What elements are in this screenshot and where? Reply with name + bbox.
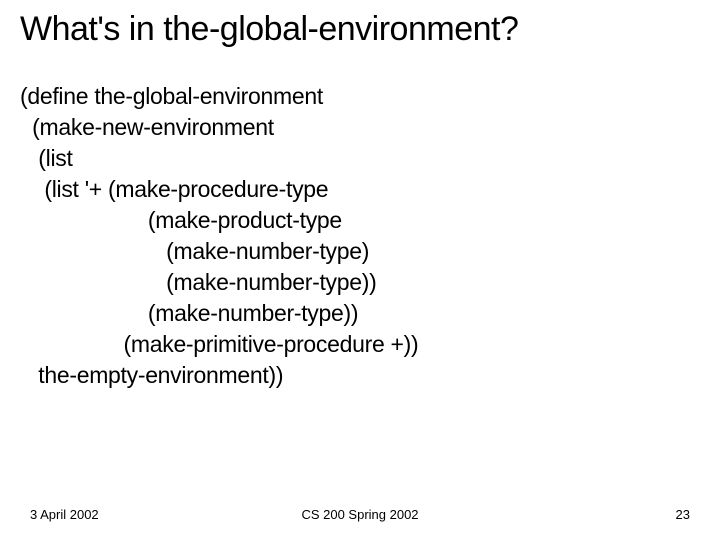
footer-course: CS 200 Spring 2002 bbox=[250, 507, 470, 522]
code-line-3: (list '+ (make-procedure-type bbox=[20, 176, 328, 202]
code-block: (define the-global-environment (make-new… bbox=[20, 81, 700, 391]
code-line-5: (make-number-type) bbox=[20, 238, 369, 264]
code-line-7: (make-number-type)) bbox=[20, 300, 358, 326]
slide-title: What's in the-global-environment? bbox=[20, 10, 700, 49]
code-line-8: (make-primitive-procedure +)) bbox=[20, 331, 418, 357]
footer-date: 3 April 2002 bbox=[30, 507, 250, 522]
code-line-6: (make-number-type)) bbox=[20, 269, 376, 295]
footer-page-number: 23 bbox=[470, 507, 690, 522]
code-line-4: (make-product-type bbox=[20, 207, 342, 233]
slide-footer: 3 April 2002 CS 200 Spring 2002 23 bbox=[0, 507, 720, 522]
code-line-9: the-empty-environment)) bbox=[20, 362, 283, 388]
code-line-1: (make-new-environment bbox=[20, 114, 274, 140]
slide-container: What's in the-global-environment? (defin… bbox=[0, 0, 720, 540]
code-line-2: (list bbox=[20, 145, 73, 171]
code-line-0: (define the-global-environment bbox=[20, 83, 323, 109]
